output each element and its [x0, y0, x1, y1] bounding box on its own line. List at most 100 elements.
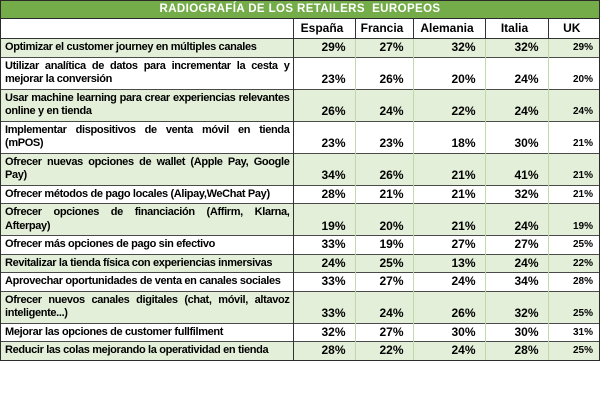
value-cell-alemania: 13% — [412, 253, 485, 273]
row-label: Ofrecer opciones de financiación (Affirm… — [1, 203, 293, 236]
column-header-italia: Italia — [484, 19, 548, 39]
value-cell-francia: 27% — [354, 322, 413, 342]
value-cell-alemania: 21% — [412, 152, 485, 185]
value-cell-italia: 34% — [484, 272, 548, 291]
value-cell-francia: 19% — [354, 235, 413, 254]
value-cell-alemania: 30% — [412, 322, 485, 342]
table-row: Implementar dispositivos de venta móvil … — [1, 120, 599, 153]
table-title: RADIOGRAFÍA DE LOS RETAILERS EUROPEOS — [1, 1, 599, 19]
table-row: Reducir las colas mejorando la operativi… — [1, 341, 599, 360]
value-cell-italia: 24% — [484, 56, 548, 89]
value-cell-espaa: 33% — [292, 235, 355, 254]
value-cell-italia: 24% — [484, 253, 548, 273]
value-cell-uk: 22% — [547, 253, 599, 273]
value-cell-uk: 25% — [547, 341, 599, 360]
row-label: Aprovechar oportunidades de venta en can… — [1, 272, 293, 291]
table-row: Ofrecer métodos de pago locales (Alipay,… — [1, 184, 599, 204]
value-cell-alemania: 21% — [412, 203, 485, 236]
value-cell-francia: 23% — [354, 120, 413, 153]
value-cell-italia: 24% — [484, 88, 548, 121]
value-cell-uk: 21% — [547, 120, 599, 153]
table-body: Optimizar el customer journey en múltipl… — [1, 38, 599, 360]
value-cell-espaa: 19% — [292, 203, 355, 236]
value-cell-francia: 20% — [354, 203, 413, 236]
row-label: Optimizar el customer journey en múltipl… — [1, 38, 293, 57]
value-cell-francia: 24% — [354, 88, 413, 121]
value-cell-espaa: 28% — [292, 341, 355, 360]
value-cell-espaa: 23% — [292, 120, 355, 153]
value-cell-alemania: 27% — [412, 235, 485, 254]
value-cell-francia: 27% — [354, 272, 413, 291]
value-cell-francia: 26% — [354, 56, 413, 89]
value-cell-alemania: 22% — [412, 88, 485, 121]
value-cell-italia: 28% — [484, 341, 548, 360]
header-row: España Francia Alemania Italia UK — [1, 19, 599, 39]
value-cell-espaa: 33% — [292, 290, 355, 323]
value-cell-alemania: 26% — [412, 290, 485, 323]
row-label: Ofrecer más opciones de pago sin efectiv… — [1, 235, 293, 254]
value-cell-uk: 31% — [547, 322, 599, 342]
value-cell-francia: 24% — [354, 290, 413, 323]
value-cell-espaa: 26% — [292, 88, 355, 121]
value-cell-uk: 20% — [547, 56, 599, 89]
value-cell-uk: 25% — [547, 290, 599, 323]
value-cell-alemania: 24% — [412, 341, 485, 360]
value-cell-alemania: 20% — [412, 56, 485, 89]
row-label: Ofrecer nuevos canales digitales (chat, … — [1, 290, 293, 323]
table-row: Optimizar el customer journey en múltipl… — [1, 38, 599, 57]
value-cell-italia: 41% — [484, 152, 548, 185]
value-cell-uk: 24% — [547, 88, 599, 121]
row-label: Ofrecer métodos de pago locales (Alipay,… — [1, 184, 293, 204]
table-row: Usar machine learning para crear experie… — [1, 88, 599, 121]
row-label: Usar machine learning para crear experie… — [1, 88, 293, 121]
retailers-radiography-table: RADIOGRAFÍA DE LOS RETAILERS EUROPEOS Es… — [0, 0, 600, 361]
value-cell-espaa: 23% — [292, 56, 355, 89]
value-cell-francia: 27% — [354, 38, 413, 57]
value-cell-espaa: 28% — [292, 184, 355, 204]
row-label: Implementar dispositivos de venta móvil … — [1, 120, 293, 153]
value-cell-francia: 22% — [354, 341, 413, 360]
value-cell-italia: 32% — [484, 38, 548, 57]
value-cell-italia: 27% — [484, 235, 548, 254]
column-header-uk: UK — [547, 19, 599, 39]
value-cell-uk: 28% — [547, 272, 599, 291]
value-cell-francia: 26% — [354, 152, 413, 185]
column-header-espaa: España — [292, 19, 355, 39]
value-cell-espaa: 32% — [292, 322, 355, 342]
value-cell-italia: 24% — [484, 203, 548, 236]
value-cell-espaa: 24% — [292, 253, 355, 273]
row-label: Ofrecer nuevas opciones de wallet (Apple… — [1, 152, 293, 185]
value-cell-uk: 21% — [547, 152, 599, 185]
value-cell-espaa: 34% — [292, 152, 355, 185]
value-cell-alemania: 18% — [412, 120, 485, 153]
value-cell-espaa: 33% — [292, 272, 355, 291]
value-cell-uk: 29% — [547, 38, 599, 57]
value-cell-uk: 21% — [547, 184, 599, 204]
table-row: Ofrecer opciones de financiación (Affirm… — [1, 203, 599, 236]
value-cell-italia: 30% — [484, 120, 548, 153]
table-row: Revitalizar la tienda física con experie… — [1, 253, 599, 273]
value-cell-francia: 25% — [354, 253, 413, 273]
value-cell-italia: 32% — [484, 290, 548, 323]
value-cell-francia: 21% — [354, 184, 413, 204]
table-row: Aprovechar oportunidades de venta en can… — [1, 272, 599, 291]
table-row: Ofrecer más opciones de pago sin efectiv… — [1, 235, 599, 254]
value-cell-uk: 25% — [547, 235, 599, 254]
table-row: Ofrecer nuevos canales digitales (chat, … — [1, 290, 599, 323]
column-header-francia: Francia — [354, 19, 413, 39]
row-label: Mejorar las opciones de customer fullfil… — [1, 322, 293, 342]
row-label: Utilizar analítica de datos para increme… — [1, 56, 293, 89]
row-label: Revitalizar la tienda física con experie… — [1, 253, 293, 273]
value-cell-alemania: 24% — [412, 272, 485, 291]
value-cell-alemania: 21% — [412, 184, 485, 204]
table-row: Ofrecer nuevas opciones de wallet (Apple… — [1, 152, 599, 185]
corner-cell — [1, 19, 293, 39]
row-label: Reducir las colas mejorando la operativi… — [1, 341, 293, 360]
value-cell-alemania: 32% — [412, 38, 485, 57]
value-cell-espaa: 29% — [292, 38, 355, 57]
value-cell-italia: 32% — [484, 184, 548, 204]
table-row: Utilizar analítica de datos para increme… — [1, 56, 599, 89]
column-header-alemania: Alemania — [412, 19, 485, 39]
retailers-data-table: España Francia Alemania Italia UK Optimizar … — [1, 19, 599, 360]
value-cell-italia: 30% — [484, 322, 548, 342]
